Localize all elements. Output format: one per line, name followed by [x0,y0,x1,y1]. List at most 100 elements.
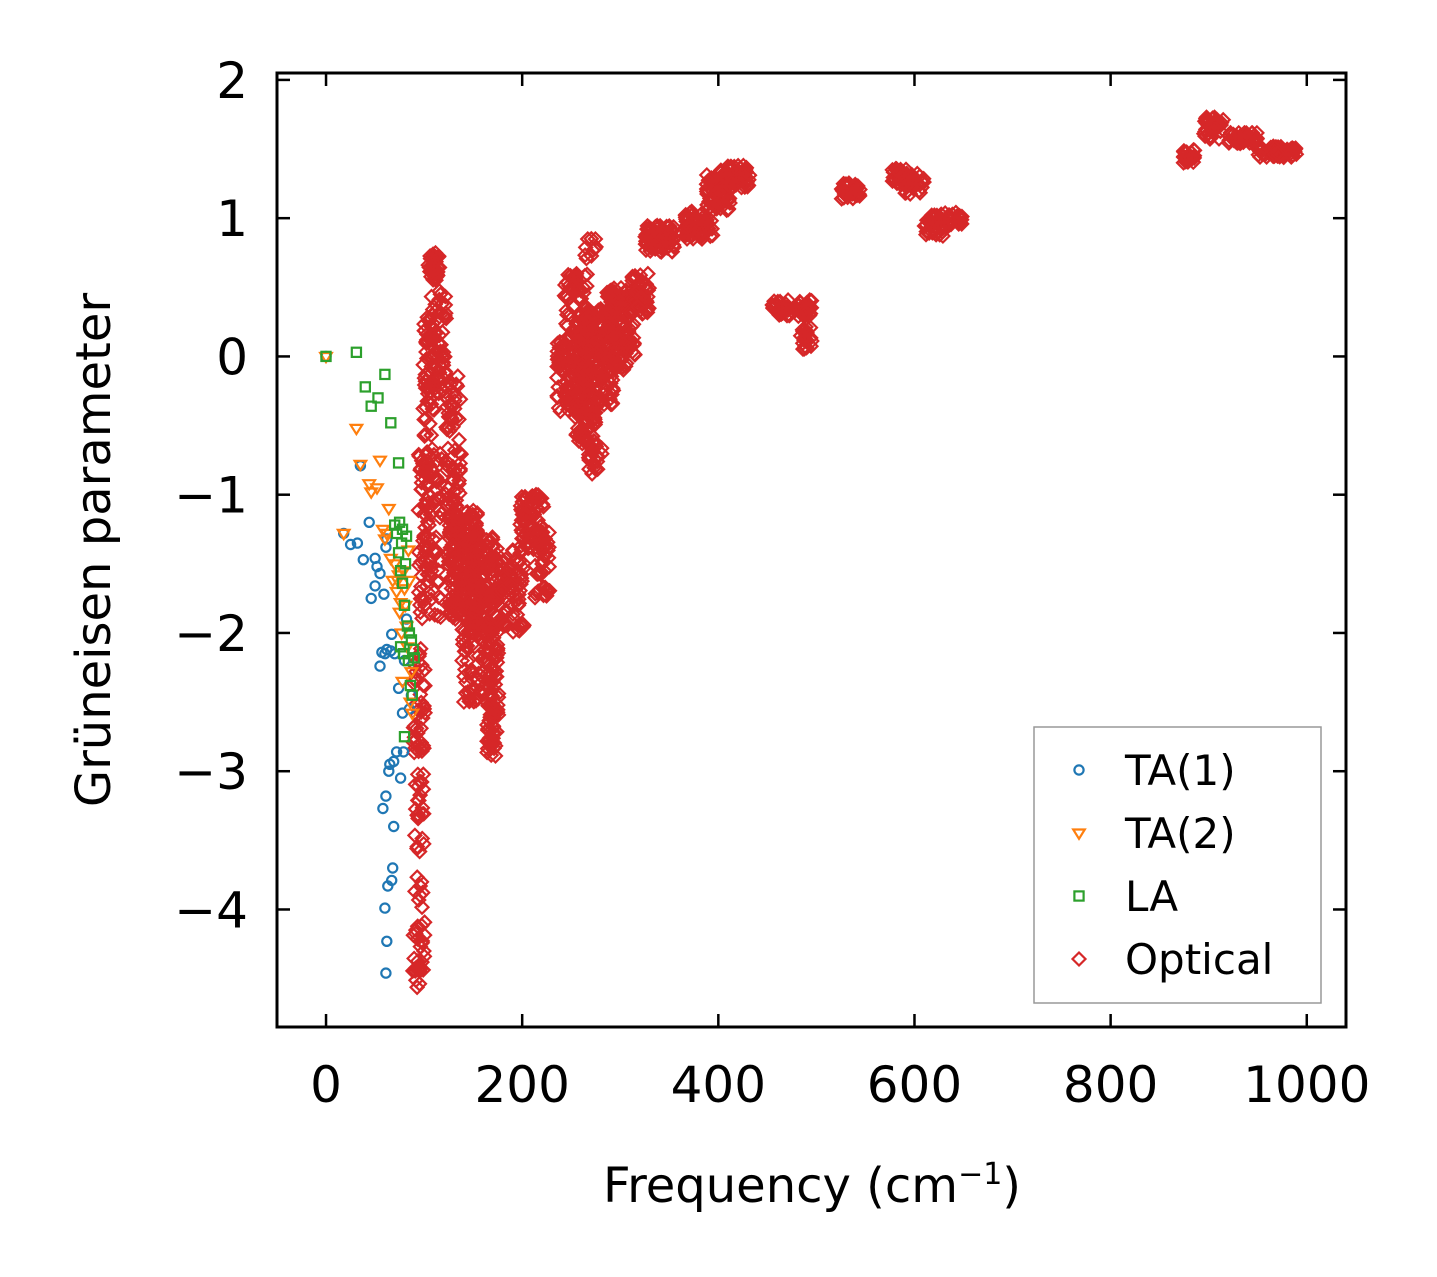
optical-point [653,240,670,257]
optical-point [558,306,576,323]
optical-point [790,308,807,325]
optical-point [619,333,636,350]
la-point [400,530,413,542]
ta1-point [400,613,413,625]
optical-point [621,337,638,354]
optical-point [664,232,681,249]
optical-point [499,603,516,620]
optical-point [423,288,440,305]
optical-point [412,787,429,804]
optical-point [510,553,527,571]
optical-point [631,278,648,295]
optical-point [637,233,654,250]
legend-label-ta2: TA(2) [1124,809,1236,858]
optical-point [573,356,590,373]
optical-point [796,332,813,349]
la-point [365,400,377,412]
optical-point [730,157,747,174]
optical-point [1238,130,1255,147]
optical-point [521,539,538,556]
optical-point [442,506,459,523]
y-tick-label: 2 [216,52,248,110]
ta2-point [404,708,421,721]
optical-point [577,247,594,264]
optical-point [426,583,443,601]
x-tick-label: 600 [867,1056,962,1114]
optical-point [416,376,433,394]
optical-point [429,311,446,328]
legend: TA(1) TA(2) LA Optical [1033,726,1322,1004]
optical-point [565,298,582,315]
optical-point [483,665,500,682]
optical-point [410,584,427,601]
optical-point [496,617,513,634]
ta1-point [397,746,410,758]
optical-point [1250,146,1267,163]
optical-point [406,962,423,979]
plot-frame [275,71,1348,1029]
optical-point [456,622,473,639]
optical-point [489,654,506,671]
optical-point [412,604,429,621]
optical-point [437,305,454,322]
ta1-point [351,537,364,549]
optical-point [446,389,464,406]
ta2-point [381,503,397,517]
optical-point [626,267,644,284]
optical-point [1207,120,1224,137]
optical-point [720,200,737,217]
ta1-point [386,874,398,887]
x-tick-label: 800 [1063,1056,1158,1114]
optical-point [482,686,499,703]
optical-point [407,776,424,793]
la-point [393,516,406,529]
optical-point [584,404,601,421]
y-tick-label: −4 [174,881,248,939]
optical-point [568,274,585,292]
optical-point [584,375,601,392]
x-tick-label: 0 [310,1056,342,1114]
optical-point [526,493,543,510]
x-axis-title-superscript: −1 [958,1157,1002,1192]
optical-point [952,210,969,227]
optical-point [465,502,482,519]
ta1-point [394,772,407,784]
optical-point [550,399,567,417]
legend-marker-shape [1073,764,1085,776]
optical-point [683,203,700,220]
optical-point [427,264,444,281]
ta2-point [395,566,412,579]
optical-point [420,584,437,602]
ta1-point [378,588,390,600]
la-point [385,417,397,429]
data-points-layer [318,109,1305,996]
la-point [402,654,415,667]
optical-point [477,599,494,616]
optical-point [534,553,551,570]
y-axis-title: Grüneisen parameter [66,293,122,808]
optical-point [485,629,502,646]
optical-point [797,318,814,335]
optical-point [939,216,956,234]
optical-point [599,319,616,336]
optical-point [529,566,546,583]
optical-point [576,311,593,328]
optical-point [605,286,622,303]
y-tick-label: −1 [174,467,248,525]
optical-point [501,562,518,579]
optical-point [485,724,502,741]
optical-point [583,440,600,457]
legend-label-ta1: TA(1) [1124,746,1236,795]
optical-point [444,587,461,605]
ta1-point [381,935,393,948]
optical-point [792,294,809,311]
optical-point [928,207,945,224]
legend-marker-shape [1070,950,1088,968]
ta2-point [400,545,417,558]
optical-point [456,511,473,528]
optical-point [452,460,469,478]
optical-point [423,365,440,382]
optical-point [416,527,433,544]
optical-point [484,625,501,642]
optical-point [580,446,597,463]
